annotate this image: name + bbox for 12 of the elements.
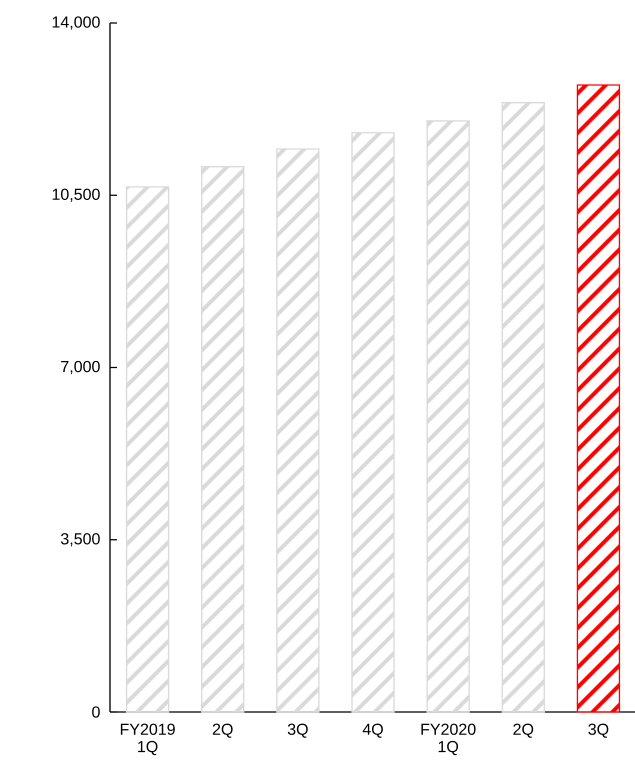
y-tick-label: 3,500 (60, 533, 100, 546)
x-tick-label: 2Q (513, 724, 534, 738)
x-tick-label: 3Q (288, 724, 308, 738)
y-tick-label: 14,000 (52, 16, 100, 30)
x-tick-label: FY2020 1Q (421, 724, 476, 756)
x-tick-label: 3Q (588, 724, 608, 738)
y-tick-label: 0 (92, 706, 100, 718)
y-tick-label: 10,500 (52, 188, 100, 202)
x-tick-label: 4Q (362, 724, 383, 738)
y-tick-label: 7,000 (61, 360, 100, 374)
x-tick-label: FY2019 1Q (120, 724, 175, 756)
x-tick-label: 2Q (212, 724, 233, 738)
